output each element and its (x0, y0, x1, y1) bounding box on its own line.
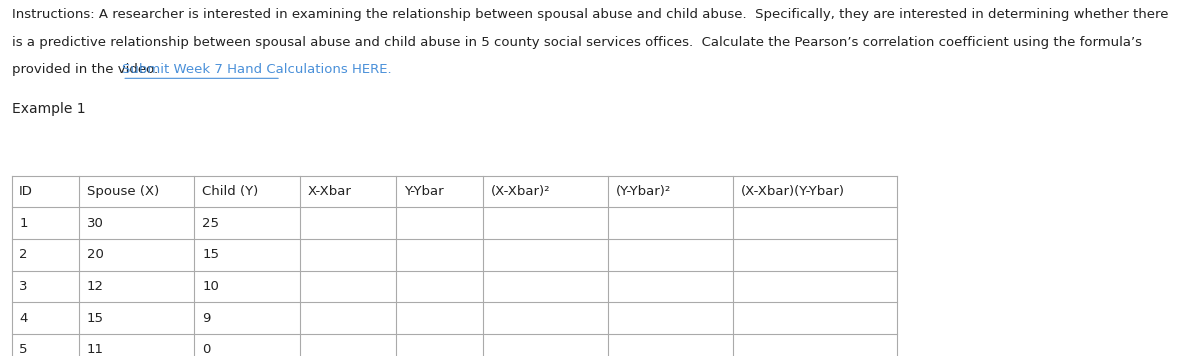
Text: 0: 0 (202, 343, 210, 356)
Text: Example 1: Example 1 (12, 102, 85, 116)
Text: 15: 15 (86, 312, 103, 325)
Text: 10: 10 (202, 280, 218, 293)
Text: 20: 20 (86, 248, 103, 261)
Text: 1: 1 (19, 217, 28, 230)
Text: provided in the video.: provided in the video. (12, 63, 166, 76)
Text: 25: 25 (202, 217, 220, 230)
Text: Spouse (X): Spouse (X) (86, 185, 158, 198)
Text: Y-Ybar: Y-Ybar (404, 185, 444, 198)
Text: (Y-Ybar)²: (Y-Ybar)² (616, 185, 671, 198)
Text: 3: 3 (19, 280, 28, 293)
Text: Child (Y): Child (Y) (202, 185, 258, 198)
Text: Instructions: A researcher is interested in examining the relationship between s: Instructions: A researcher is interested… (12, 8, 1168, 21)
Text: X-Xbar: X-Xbar (308, 185, 352, 198)
Text: 5: 5 (19, 343, 28, 356)
Text: 12: 12 (86, 280, 103, 293)
Text: is a predictive relationship between spousal abuse and child abuse in 5 county s: is a predictive relationship between spo… (12, 36, 1141, 49)
Text: 15: 15 (202, 248, 220, 261)
Text: 4: 4 (19, 312, 28, 325)
Text: Submit Week 7 Hand Calculations HERE.: Submit Week 7 Hand Calculations HERE. (122, 63, 392, 76)
Text: 2: 2 (19, 248, 28, 261)
Text: ID: ID (19, 185, 34, 198)
Text: 9: 9 (202, 312, 210, 325)
Text: 30: 30 (86, 217, 103, 230)
Text: (X-Xbar)(Y-Ybar): (X-Xbar)(Y-Ybar) (742, 185, 845, 198)
Text: 11: 11 (86, 343, 103, 356)
Text: (X-Xbar)²: (X-Xbar)² (491, 185, 551, 198)
